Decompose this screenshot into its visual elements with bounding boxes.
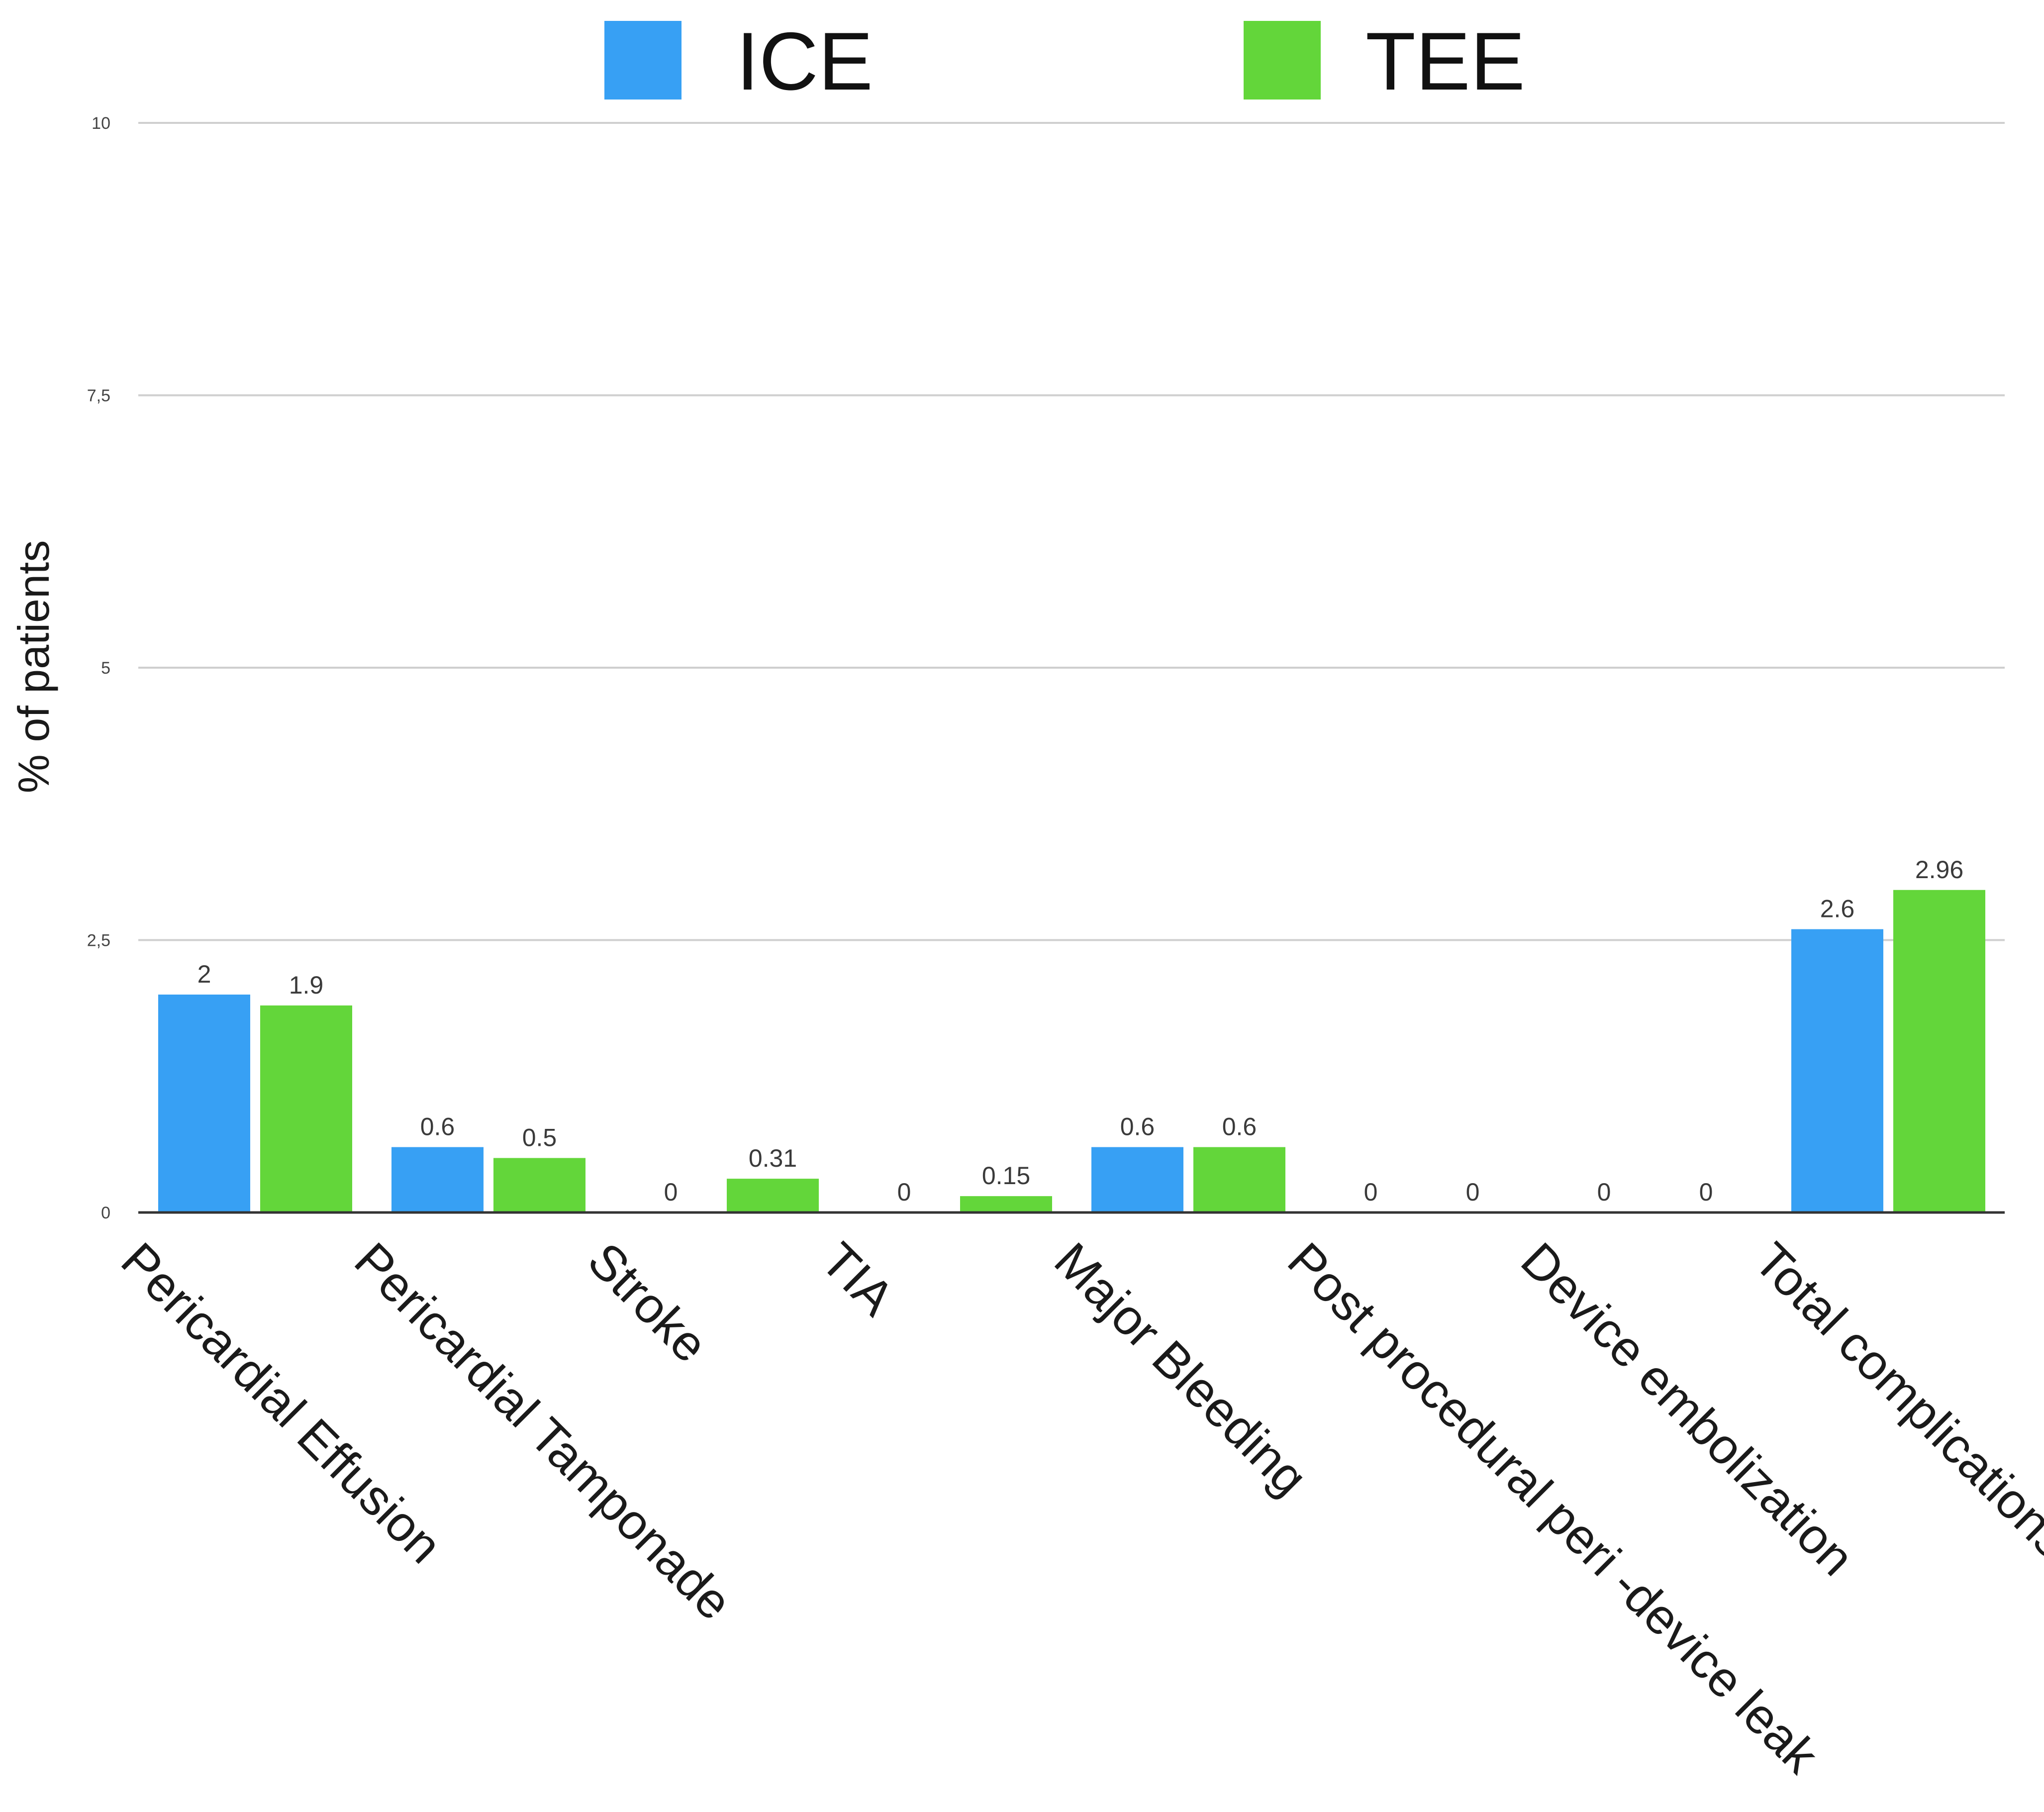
y-tick-label: 10: [92, 114, 110, 133]
category-label: Pericardial Tamponade: [344, 1232, 742, 1630]
category-label: TIA: [810, 1232, 904, 1326]
value-label: 0: [1466, 1178, 1480, 1206]
legend-label-ice: ICE: [736, 15, 873, 107]
y-tick-label: 0: [101, 1204, 110, 1222]
legend: ICE TEE: [604, 15, 1525, 107]
value-label: 0: [1364, 1178, 1378, 1206]
bar-ice: [158, 995, 250, 1212]
y-tick-label: 7,5: [87, 387, 110, 405]
y-tick-label: 5: [101, 659, 110, 678]
category-label: Post procedural peri -device leak: [1277, 1232, 1829, 1784]
value-label: 0.6: [1120, 1113, 1155, 1141]
category-label: Stroke: [577, 1232, 718, 1373]
value-label: 0: [1597, 1178, 1611, 1206]
bar-tee: [727, 1179, 819, 1212]
value-label: 0.6: [1222, 1113, 1257, 1141]
bar-ice: [391, 1147, 484, 1212]
value-label: 2: [197, 960, 211, 988]
legend-swatch-ice: [604, 21, 681, 100]
legend-label-tee: TEE: [1365, 15, 1525, 107]
bar-ice: [1791, 929, 1883, 1212]
bar-tee: [960, 1196, 1052, 1212]
bars: [158, 890, 1985, 1212]
y-tick-label: 2,5: [87, 931, 110, 950]
value-labels: 2 0.6 0 0 0.6 0 0 2.6 1.9 0.5 0.31 0.15 0.6 0 0 2.96: [197, 856, 1964, 1206]
value-label: 0.6: [420, 1113, 455, 1141]
value-label: 0.15: [982, 1162, 1030, 1190]
y-tick-labels: 0 2,5 5 7,5 10: [87, 114, 110, 1222]
bar-tee: [1893, 890, 1985, 1212]
value-label: 0: [897, 1178, 911, 1206]
legend-swatch-tee: [1244, 21, 1321, 100]
value-label: 2.96: [1915, 856, 1963, 884]
y-axis-title: % of patients: [9, 540, 58, 794]
value-label: 0: [664, 1178, 678, 1206]
value-label: 0.5: [522, 1124, 557, 1152]
value-label: 0.31: [749, 1144, 797, 1172]
bar-tee: [493, 1158, 585, 1212]
category-label: Major Bleeding: [1044, 1232, 1318, 1506]
value-label: 2.6: [1820, 895, 1855, 923]
bar-tee: [1193, 1147, 1285, 1212]
value-label: 1.9: [289, 971, 324, 999]
value-label: 0: [1699, 1178, 1713, 1206]
y-gridlines: [138, 122, 2005, 941]
bar-ice: [1091, 1147, 1183, 1212]
bar-tee: [260, 1005, 352, 1212]
